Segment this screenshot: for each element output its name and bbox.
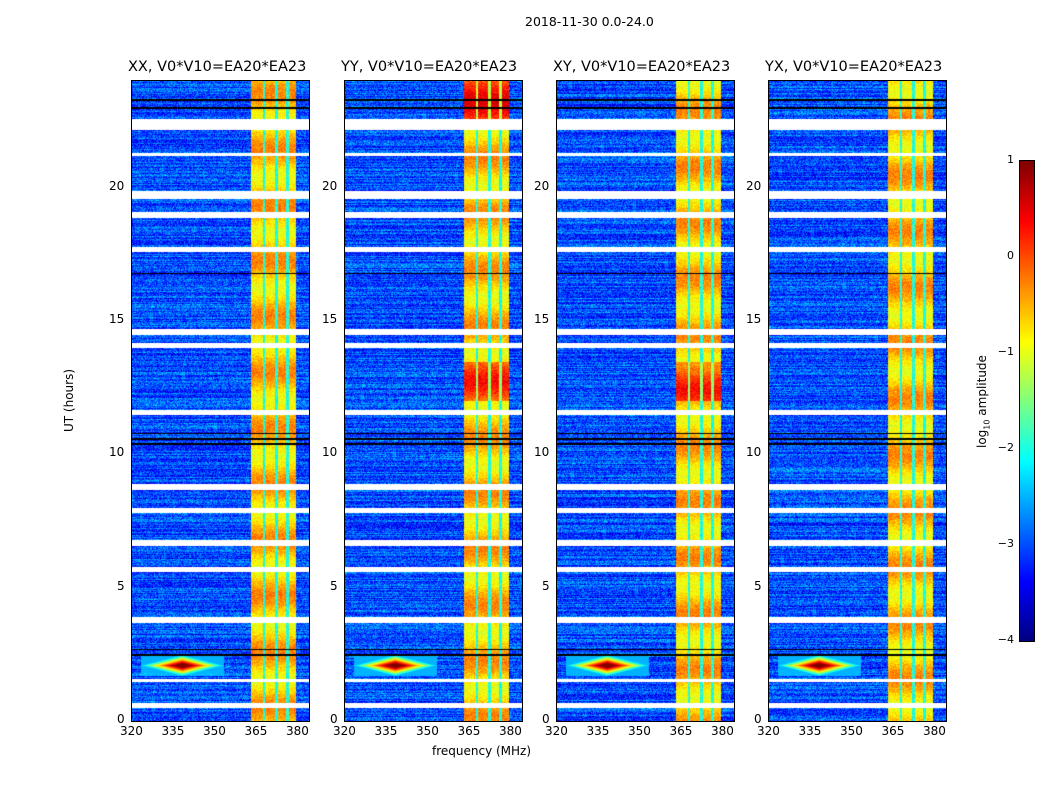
x-tick-label: 380 <box>710 724 734 738</box>
colorbar <box>1019 160 1035 642</box>
y-tick-label: 15 <box>746 312 762 326</box>
colorbar-tick-label: 0 <box>1007 249 1014 262</box>
y-tick-label: 0 <box>754 712 762 726</box>
spectrogram-0 <box>131 80 310 722</box>
colorbar-tick-label: −1 <box>997 345 1014 358</box>
x-tick-label: 320 <box>333 724 356 738</box>
x-tick-label: 335 <box>586 724 610 738</box>
x-tick-label: 350 <box>839 724 863 738</box>
x-tick-label: 320 <box>545 724 568 738</box>
x-tick-label: 350 <box>415 724 439 738</box>
x-tick-label: 350 <box>202 724 226 738</box>
y-tick-label: 5 <box>754 578 762 593</box>
spectrogram-1 <box>344 80 523 722</box>
x-tick-label: 365 <box>669 724 693 738</box>
y-tick-label: 5 <box>542 578 550 593</box>
x-tick-label: 350 <box>627 724 651 738</box>
panel-title: YX, V0*V10=EA20*EA23 <box>765 59 943 75</box>
panel-title: YY, V0*V10=EA20*EA23 <box>341 59 518 75</box>
x-tick-label: 365 <box>244 724 268 738</box>
colorbar-label: log10 amplitude <box>975 355 992 448</box>
y-tick-label: 15 <box>322 312 338 326</box>
y-tick-label: 10 <box>109 445 125 460</box>
y-tick-label: 10 <box>322 445 338 460</box>
panel-title: XY, V0*V10=EA20*EA23 <box>553 59 731 75</box>
x-tick-label: 380 <box>922 724 946 738</box>
y-tick-label: 15 <box>109 312 125 326</box>
colorbar-tick-label: −3 <box>997 537 1014 550</box>
y-tick-label: 20 <box>746 178 762 193</box>
spectrogram-3 <box>768 80 947 722</box>
x-tick-label: 380 <box>498 724 522 738</box>
x-axis-label: frequency (MHz) <box>432 744 532 758</box>
y-tick-label: 0 <box>330 712 338 726</box>
y-tick-label: 5 <box>330 578 338 593</box>
y-tick-label: 20 <box>322 178 338 193</box>
y-tick-label: 5 <box>117 578 125 593</box>
y-tick-label: 20 <box>109 178 125 193</box>
y-tick-label: 10 <box>746 445 762 460</box>
y-tick-label: 15 <box>534 312 550 326</box>
x-tick-label: 365 <box>457 724 481 738</box>
colorbar-tick-label: 1 <box>1007 153 1014 166</box>
x-tick-label: 365 <box>881 724 905 738</box>
panel-title: XX, V0*V10=EA20*EA23 <box>128 59 307 75</box>
x-tick-label: 335 <box>161 724 185 738</box>
x-tick-label: 335 <box>374 724 398 738</box>
colorbar-tick-label: −4 <box>997 633 1014 646</box>
x-tick-label: 320 <box>120 724 143 738</box>
x-tick-label: 380 <box>285 724 309 738</box>
y-axis-label: UT (hours) <box>62 368 76 432</box>
spectrogram-2 <box>556 80 735 722</box>
colorbar-tick-label: −2 <box>997 441 1014 454</box>
figure-title: 2018-11-30 0.0-24.0 <box>525 14 654 29</box>
x-tick-label: 335 <box>798 724 822 738</box>
y-tick-label: 10 <box>534 445 550 460</box>
y-tick-label: 0 <box>542 712 550 726</box>
y-tick-label: 20 <box>534 178 550 193</box>
y-tick-label: 0 <box>117 712 125 726</box>
x-tick-label: 320 <box>757 724 780 738</box>
